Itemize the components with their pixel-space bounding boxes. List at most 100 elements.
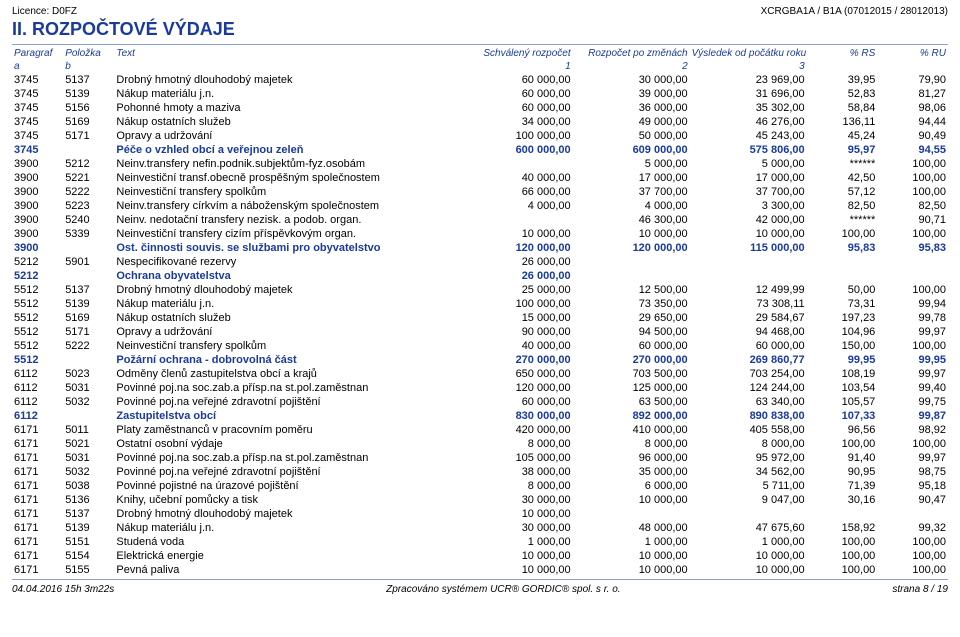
- cell: ******: [807, 213, 878, 227]
- table-row: 39005223Neinv.transfery církvím a nábože…: [12, 199, 948, 213]
- cell: 26 000,00: [456, 255, 573, 269]
- cell: 107,33: [807, 409, 878, 423]
- cell: 10 000,00: [456, 507, 573, 521]
- col-a: a: [12, 60, 63, 73]
- cell: 5512: [12, 297, 63, 311]
- table-row: 52125901Nespecifikované rezervy26 000,00: [12, 255, 948, 269]
- cell: Nákup ostatních služeb: [114, 115, 455, 129]
- cell: 26 000,00: [456, 269, 573, 283]
- cell: 3745: [12, 143, 63, 157]
- footer-right: strana 8 / 19: [892, 584, 948, 595]
- cell: 50,00: [807, 283, 878, 297]
- divider: [12, 579, 948, 580]
- table-row: 61715154Elektrická energie10 000,0010 00…: [12, 549, 948, 563]
- table-row: 37455169Nákup ostatních služeb34 000,004…: [12, 115, 948, 129]
- cell: 1 000,00: [690, 535, 807, 549]
- cell: 10 000,00: [456, 563, 573, 577]
- cell: Neinv.transfery nefin.podnik.subjektům-f…: [114, 157, 455, 171]
- cell: 5901: [63, 255, 114, 269]
- cell: 37 700,00: [573, 185, 690, 199]
- footer-left: 04.04.2016 15h 3m22s: [12, 584, 114, 595]
- col-pozmenach: Rozpočet po změnách: [573, 47, 690, 60]
- cell: 100 000,00: [456, 129, 573, 143]
- cell: 100,00: [877, 283, 948, 297]
- cell: 5212: [12, 255, 63, 269]
- cell: 49 000,00: [573, 115, 690, 129]
- cell: [807, 269, 878, 283]
- table-row: 5212Ochrana obyvatelstva26 000,00: [12, 269, 948, 283]
- table-row: 61715137Drobný hmotný dlouhodobý majetek…: [12, 507, 948, 521]
- cell: 5139: [63, 87, 114, 101]
- cell: 100,00: [877, 227, 948, 241]
- table-row: 61715021Ostatní osobní výdaje8 000,008 0…: [12, 437, 948, 451]
- cell: 30 000,00: [573, 73, 690, 87]
- col-vysledek: Výsledek od počátku roku: [690, 47, 807, 60]
- cell: 40 000,00: [456, 171, 573, 185]
- cell: [807, 255, 878, 269]
- cell: Povinné poj.na veřejné zdravotní pojiště…: [114, 395, 455, 409]
- cell: 100,00: [807, 227, 878, 241]
- cell: 150,00: [807, 339, 878, 353]
- cell: 3900: [12, 213, 63, 227]
- cell: 5031: [63, 451, 114, 465]
- col-text: Text: [114, 47, 455, 60]
- cell: Drobný hmotný dlouhodobý majetek: [114, 507, 455, 521]
- cell: 5011: [63, 423, 114, 437]
- cell: [807, 507, 878, 521]
- cell: 23 969,00: [690, 73, 807, 87]
- cell: 90,71: [877, 213, 948, 227]
- cell: 5512: [12, 339, 63, 353]
- cell: 8 000,00: [456, 437, 573, 451]
- cell: 73 350,00: [573, 297, 690, 311]
- cell: 48 000,00: [573, 521, 690, 535]
- cell: 100,00: [877, 563, 948, 577]
- cell: Neinv. nedotační transfery nezisk. a pod…: [114, 213, 455, 227]
- cell: Opravy a udržování: [114, 129, 455, 143]
- table-row: 39005339Neinvestiční transfery cizím pří…: [12, 227, 948, 241]
- cell: 98,92: [877, 423, 948, 437]
- cell: 5512: [12, 325, 63, 339]
- cell: Povinné pojistné na úrazové pojištění: [114, 479, 455, 493]
- cell: 5023: [63, 367, 114, 381]
- cell: 90,47: [877, 493, 948, 507]
- cell: 3900: [12, 241, 63, 255]
- cell: 125 000,00: [573, 381, 690, 395]
- cell: 100,00: [807, 535, 878, 549]
- cell: 99,40: [877, 381, 948, 395]
- cell: 5154: [63, 549, 114, 563]
- cell: 60 000,00: [456, 395, 573, 409]
- cell: 34 000,00: [456, 115, 573, 129]
- cell: 95,97: [807, 143, 878, 157]
- cell: 17 000,00: [690, 171, 807, 185]
- cell: Elektrická energie: [114, 549, 455, 563]
- cell: 37 700,00: [690, 185, 807, 199]
- cell: Požární ochrana - dobrovolná část: [114, 353, 455, 367]
- cell: 95,83: [877, 241, 948, 255]
- table-row: 55125169Nákup ostatních služeb15 000,002…: [12, 311, 948, 325]
- cell: Studená voda: [114, 535, 455, 549]
- cell: 96 000,00: [573, 451, 690, 465]
- cell: 10 000,00: [456, 549, 573, 563]
- col-rs: % RS: [807, 47, 878, 60]
- cell: 5151: [63, 535, 114, 549]
- cell: 94 500,00: [573, 325, 690, 339]
- cell: 10 000,00: [573, 493, 690, 507]
- cell: [573, 507, 690, 521]
- cell: 73 308,11: [690, 297, 807, 311]
- cell: Povinné poj.na soc.zab.a přísp.na st.pol…: [114, 451, 455, 465]
- cell: 99,97: [877, 367, 948, 381]
- cell: 650 000,00: [456, 367, 573, 381]
- cell: 82,50: [877, 199, 948, 213]
- cell: Neinvestiční transfery cizím příspěvkový…: [114, 227, 455, 241]
- cell: 58,84: [807, 101, 878, 115]
- cell: [63, 353, 114, 367]
- table-row: 61715155Pevná paliva10 000,0010 000,0010…: [12, 563, 948, 577]
- cell: 30 000,00: [456, 493, 573, 507]
- cell: 4 000,00: [573, 199, 690, 213]
- cell: 100,00: [877, 339, 948, 353]
- cell: Pohonné hmoty a maziva: [114, 101, 455, 115]
- cell: 10 000,00: [573, 549, 690, 563]
- cell: 5171: [63, 129, 114, 143]
- cell: 30,16: [807, 493, 878, 507]
- cell: 5 000,00: [573, 157, 690, 171]
